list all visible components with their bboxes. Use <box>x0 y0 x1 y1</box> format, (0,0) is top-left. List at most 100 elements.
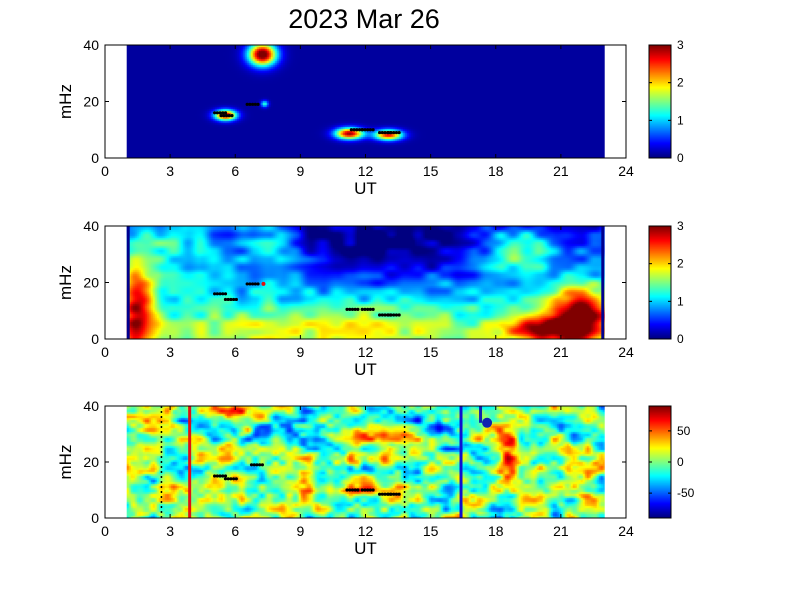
marker-point <box>215 474 219 478</box>
marker-point <box>215 111 219 115</box>
marker-point <box>229 477 233 481</box>
blue-point <box>482 417 493 428</box>
marker-point <box>380 313 384 317</box>
marker-point <box>245 282 249 286</box>
marker-point <box>253 102 257 106</box>
marker-point <box>251 282 255 286</box>
marker-point <box>383 313 387 317</box>
colorbar-tick-label: 1 <box>677 294 684 308</box>
marker-point <box>356 488 360 492</box>
marker-point <box>368 128 372 132</box>
y-axis-label: mHz <box>56 265 75 300</box>
x-axis-label: UT <box>354 360 377 379</box>
marker-point <box>227 114 231 118</box>
marker-point <box>366 307 370 311</box>
x-tick-label: 18 <box>488 344 504 360</box>
marker-point <box>260 463 264 467</box>
x-tick-label: 15 <box>423 344 439 360</box>
marker-point <box>213 474 217 478</box>
marker-point <box>223 477 228 481</box>
marker-point <box>366 128 370 132</box>
x-tick-label: 3 <box>166 163 174 179</box>
marker-point <box>353 307 357 311</box>
marker-point <box>363 307 367 311</box>
x-tick-label: 3 <box>166 523 174 539</box>
marker-point <box>394 313 399 317</box>
marker-point <box>232 477 236 481</box>
marker-point <box>258 463 262 467</box>
y-tick-label: 40 <box>83 37 99 53</box>
marker-point <box>368 307 372 311</box>
x-tick-label: 24 <box>618 523 634 539</box>
marker-point <box>213 292 217 296</box>
marker-point <box>397 492 401 496</box>
marker-point <box>218 292 222 296</box>
marker-point <box>392 313 396 317</box>
x-tick-label: 9 <box>296 523 304 539</box>
marker-point <box>386 313 390 317</box>
marker-point <box>255 463 259 467</box>
colorbar-tick-label: 0 <box>677 332 684 346</box>
colorbar-tick-label: 0 <box>677 455 684 469</box>
marker-point <box>363 488 367 492</box>
marker-point <box>234 477 238 481</box>
x-tick-label: 9 <box>296 163 304 179</box>
marker-point <box>366 488 370 492</box>
marker-point <box>352 128 356 132</box>
marker-point <box>221 111 225 115</box>
x-tick-label: 12 <box>358 163 374 179</box>
heatmap-image <box>126 406 605 518</box>
marker-point <box>371 128 375 132</box>
x-tick-label: 24 <box>618 344 634 360</box>
y-tick-label: 20 <box>83 94 99 110</box>
marker-point <box>221 292 225 296</box>
marker-point <box>230 114 234 118</box>
colorbar-tick-label: 0 <box>677 151 684 165</box>
marker-point <box>226 477 230 481</box>
marker-point <box>380 130 384 135</box>
x-tick-label: 24 <box>618 163 634 179</box>
marker-point <box>223 474 228 478</box>
x-tick-label: 18 <box>488 523 504 539</box>
marker-point <box>222 114 226 118</box>
marker-point <box>360 488 364 492</box>
x-tick-label: 3 <box>166 344 174 360</box>
marker-point <box>223 292 228 296</box>
colorbar-tick-label: 3 <box>677 219 684 233</box>
marker-point <box>350 488 355 492</box>
marker-point <box>256 282 260 286</box>
x-tick-label: 9 <box>296 344 304 360</box>
marker-point <box>383 130 387 135</box>
x-tick-label: 6 <box>231 344 239 360</box>
marker-point <box>245 102 249 106</box>
marker-point <box>383 492 387 496</box>
x-axis-label: UT <box>354 179 377 198</box>
marker-point <box>363 128 367 132</box>
marker-point <box>218 474 222 478</box>
x-tick-label: 18 <box>488 163 504 179</box>
edge-left <box>126 226 130 339</box>
marker-point <box>392 492 396 496</box>
marker-point <box>353 488 357 492</box>
marker-point <box>394 492 399 496</box>
marker-point <box>386 130 390 135</box>
y-tick-label: 20 <box>83 275 99 291</box>
x-tick-label: 21 <box>553 163 569 179</box>
marker-point <box>360 307 364 311</box>
marker-point <box>389 130 393 135</box>
marker-point <box>226 297 230 302</box>
marker-point <box>394 130 399 135</box>
marker-point <box>378 313 382 317</box>
marker-point <box>221 474 225 478</box>
colorbar-frame <box>648 44 672 159</box>
marker-point <box>389 313 393 317</box>
x-tick-label: 6 <box>231 523 239 539</box>
red-point <box>261 281 266 286</box>
y-axis-label: mHz <box>56 84 75 119</box>
x-tick-label: 21 <box>553 344 569 360</box>
colorbar-tick-label: -50 <box>677 486 695 500</box>
marker-point <box>251 102 255 106</box>
x-tick-label: 0 <box>101 344 109 360</box>
